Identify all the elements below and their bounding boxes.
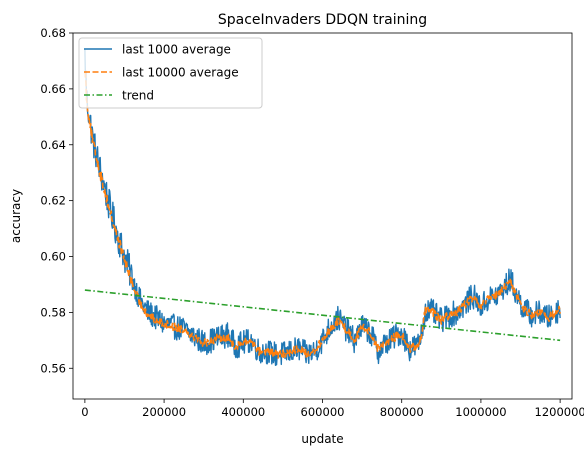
chart-title: SpaceInvaders DDQN training — [218, 12, 427, 28]
legend-label-trend: trend — [122, 89, 154, 103]
x-tick-label: 0 — [81, 405, 88, 419]
x-tick-label: 400000 — [221, 405, 265, 419]
legend: last 1000 average last 10000 average tre… — [79, 38, 262, 108]
y-tick-label: 0.68 — [40, 26, 66, 40]
y-tick-label: 0.58 — [40, 305, 66, 319]
x-tick-label: 200000 — [142, 405, 186, 419]
y-tick-label: 0.66 — [40, 82, 66, 96]
legend-label-last-10000-average: last 10000 average — [122, 66, 239, 80]
y-tick-label: 0.56 — [40, 361, 66, 375]
y-tick-label: 0.64 — [40, 138, 66, 152]
y-axis-label: accuracy — [9, 189, 23, 243]
y-tick-label: 0.62 — [40, 194, 66, 208]
x-tick-label: 1000000 — [455, 405, 506, 419]
legend-label-last-1000-average: last 1000 average — [122, 43, 231, 57]
x-tick-label: 1200000 — [535, 405, 584, 419]
x-tick-label: 800000 — [380, 405, 424, 419]
x-axis-label: update — [301, 432, 343, 446]
x-tick-label: 600000 — [301, 405, 345, 419]
y-tick-label: 0.60 — [40, 250, 66, 264]
